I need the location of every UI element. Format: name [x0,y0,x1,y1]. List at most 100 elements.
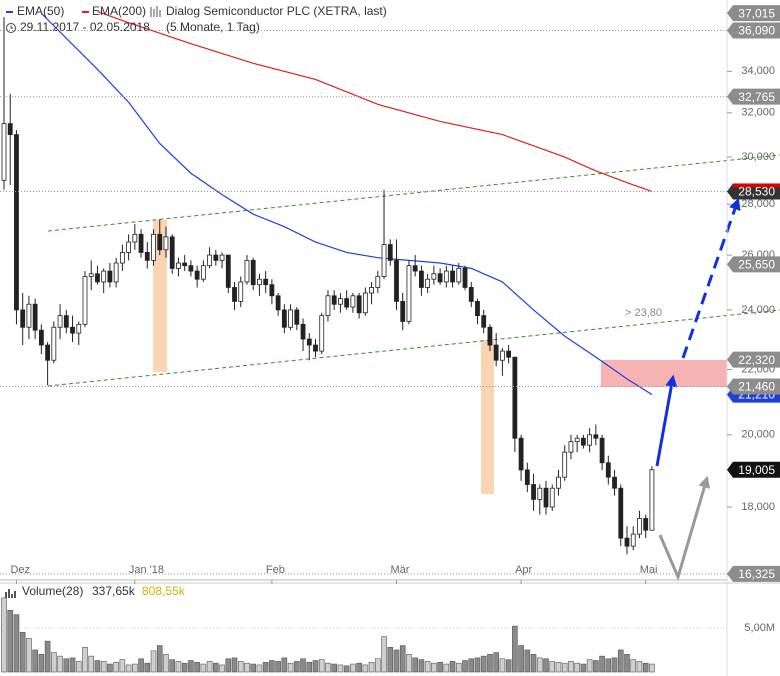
candle-body [300,323,306,340]
candle-body [269,284,275,297]
legend-entry: EMA(50) [17,4,64,18]
price-marker-label: 22,320 [738,353,775,367]
candle-body [213,254,219,261]
candle-body [462,267,468,288]
highlight-bar [481,340,494,494]
arrow [681,197,741,359]
candle-body [580,437,586,446]
candle-body [45,344,51,361]
candle-body [1,123,7,181]
volume-bar [294,661,300,673]
candle-body [132,233,138,243]
volume-bar [237,661,244,673]
candle-body [126,241,131,253]
volume-bar [518,645,524,673]
candle-body [275,295,281,311]
candle-body [151,233,156,261]
volume-bar [512,625,518,673]
price-marker [727,22,780,39]
volume-bar [418,659,425,673]
trend-line [47,309,780,387]
x-tick-label: Apr [515,564,532,576]
price-marker-label: 19,005 [738,463,775,477]
volume-bar [125,664,132,673]
volume-bar [468,658,475,673]
candle-body [649,469,655,531]
volume-bar [586,659,593,673]
candle-body [431,273,437,280]
candle-body [32,303,38,331]
volume-bar [144,662,151,673]
y-tick-label: 20,000 [741,429,775,441]
volume-bar [343,665,350,673]
candle-body [319,315,325,352]
volume-bar [107,663,113,673]
x-tick-label: Feb [266,564,285,576]
volume-bar [225,658,232,673]
volume-bar [200,663,207,673]
price-marker [727,461,780,478]
candle-body [76,323,82,334]
candle-body [219,254,225,261]
candle-body [468,287,474,302]
volume-bar [549,661,556,673]
volume-bar [219,664,225,673]
volume-bar [275,661,281,673]
candle-icon [150,6,161,17]
volume-bar [306,662,313,673]
candle-body [381,244,387,277]
volume-bar [38,654,45,673]
candle-body [14,134,19,311]
volume-bar [281,657,288,673]
volume-bar [188,660,194,673]
volume-bar [75,661,82,673]
candle-body [344,298,350,308]
candle-body [531,484,536,500]
chart-period: (5 Monate, 1 Tag) [166,20,260,34]
volume-bar [318,659,325,673]
candle-body [556,476,561,489]
volume-bar [250,663,256,673]
volume-bar [455,662,462,673]
candle-body [288,309,293,328]
volume-legend-value: 337,65k [92,584,136,598]
volume-bar [325,662,331,673]
candle-body [605,462,611,478]
candle-body [51,326,57,361]
candle-body [244,259,250,283]
volume-icon [5,589,16,598]
candle-body [306,338,312,346]
arrows [655,197,741,582]
volume-bar [624,654,630,673]
candle-body [138,233,144,253]
volume-bar [561,662,568,673]
candle-body [70,326,75,334]
candle-body [82,276,88,325]
candle-body [182,262,188,267]
candle-body [618,487,624,539]
highlight-bar [153,220,167,372]
price-marker-label: 36,090 [738,24,775,38]
candle-body [475,300,480,317]
volume-bar [163,654,169,673]
candle-body [200,265,206,280]
candle-body [537,487,543,500]
candle-body [119,252,125,264]
volume-bar [412,657,418,673]
volume-bar [156,645,163,673]
volume-bar [437,662,443,673]
volume-bar [82,647,88,673]
candle-body [101,270,107,283]
volume-bar [431,662,437,673]
volume-bar [132,663,138,673]
volume-bar [393,649,400,673]
candle-body [387,244,393,261]
candle-body [443,270,449,283]
arrow [658,475,711,582]
annotation: > 23,80 [625,307,662,319]
volume-bar [536,657,543,673]
volume-bar [169,659,176,673]
price-marker [727,565,780,582]
